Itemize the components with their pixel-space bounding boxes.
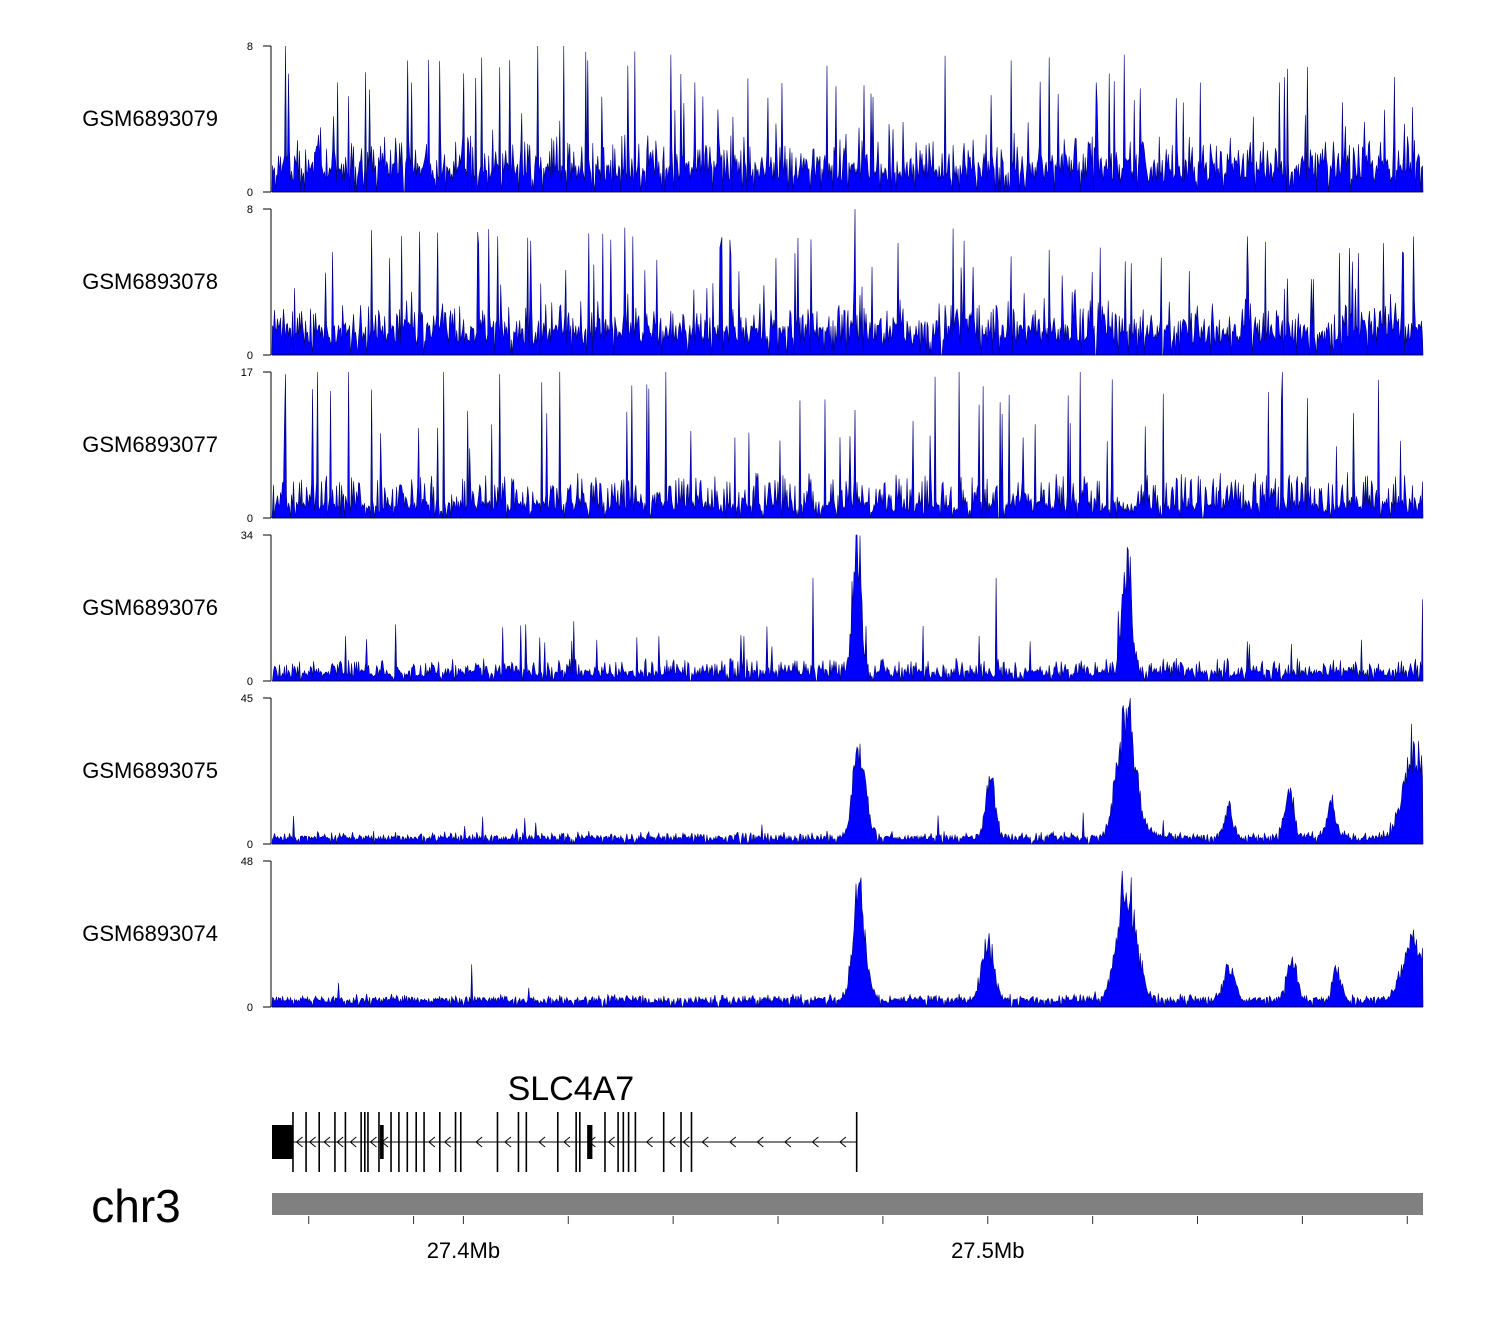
strand-arrow xyxy=(607,1136,615,1148)
strand-arrow xyxy=(682,1136,690,1148)
track-label: GSM6893075 xyxy=(82,758,218,783)
chromosome-label: chr3 xyxy=(91,1180,180,1232)
track-GSM6893076: GSM6893076 34 0 xyxy=(82,530,1424,688)
ideogram-bar xyxy=(272,1193,1423,1215)
strand-arrow xyxy=(668,1136,676,1148)
y-tick-label: 0 xyxy=(247,676,253,688)
strand-arrow xyxy=(701,1136,709,1148)
gene-model: SLC4A7 xyxy=(272,1070,858,1172)
track-GSM6893079: GSM6893079 8 0 xyxy=(82,41,1424,199)
strand-arrow xyxy=(308,1136,316,1148)
strand-arrow xyxy=(563,1136,571,1148)
coverage-area xyxy=(271,208,1424,356)
y-tick-label: 0 xyxy=(247,1002,253,1014)
utr-block xyxy=(272,1125,293,1159)
track-label: GSM6893077 xyxy=(82,432,218,457)
y-tick-label: 34 xyxy=(241,530,253,542)
gene-name-label: SLC4A7 xyxy=(508,1070,635,1108)
strand-arrow xyxy=(538,1136,546,1148)
coverage-area xyxy=(272,534,1424,682)
strand-arrow xyxy=(475,1136,483,1148)
track-GSM6893074: GSM6893074 48 0 xyxy=(82,856,1424,1014)
x-tick-label: 27.5Mb xyxy=(951,1238,1024,1263)
y-tick-label: 17 xyxy=(241,367,253,379)
y-tick-label: 0 xyxy=(247,513,253,525)
y-tick-label: 0 xyxy=(247,187,253,199)
track-label: GSM6893078 xyxy=(82,269,218,294)
track-label: GSM6893074 xyxy=(82,921,218,946)
strand-arrow xyxy=(349,1136,357,1148)
chromosome-ideogram: chr3 xyxy=(91,1180,1423,1232)
y-tick-label: 0 xyxy=(247,839,253,851)
strand-arrow xyxy=(443,1136,451,1148)
x-tick-label: 27.4Mb xyxy=(427,1238,500,1263)
strand-arrow xyxy=(336,1136,344,1148)
coding-block xyxy=(380,1125,384,1159)
strand-arrow xyxy=(323,1136,331,1148)
track-GSM6893078: GSM6893078 8 0 xyxy=(82,204,1424,362)
x-axis: 27.4Mb 27.5Mb xyxy=(308,1216,1408,1263)
strand-arrow xyxy=(784,1136,792,1148)
strand-arrow xyxy=(295,1136,303,1148)
coverage-area xyxy=(271,697,1424,846)
strand-arrow xyxy=(729,1136,737,1148)
strand-arrow xyxy=(839,1136,847,1148)
y-tick-label: 8 xyxy=(247,41,253,53)
track-GSM6893075: GSM6893075 45 0 xyxy=(82,693,1424,851)
y-tick-label: 8 xyxy=(247,204,253,216)
track-label: GSM6893079 xyxy=(82,106,218,131)
strand-arrow xyxy=(504,1136,512,1148)
track-GSM6893077: GSM6893077 17 0 xyxy=(82,367,1424,525)
coverage-area xyxy=(271,45,1424,193)
coverage-area xyxy=(271,871,1424,1008)
strand-arrow xyxy=(428,1136,436,1148)
track-label: GSM6893076 xyxy=(82,595,218,620)
strand-arrow xyxy=(756,1136,764,1148)
y-tick-label: 0 xyxy=(247,350,253,362)
y-tick-label: 45 xyxy=(241,693,253,705)
y-tick-label: 48 xyxy=(241,856,253,868)
coverage-area xyxy=(271,371,1424,519)
coding-block xyxy=(587,1125,593,1159)
strand-arrow xyxy=(645,1136,653,1148)
coverage-tracks: GSM689307980GSM689307880GSM6893077170GSM… xyxy=(82,41,1424,1014)
strand-arrow xyxy=(369,1136,377,1148)
strand-arrow xyxy=(811,1136,819,1148)
